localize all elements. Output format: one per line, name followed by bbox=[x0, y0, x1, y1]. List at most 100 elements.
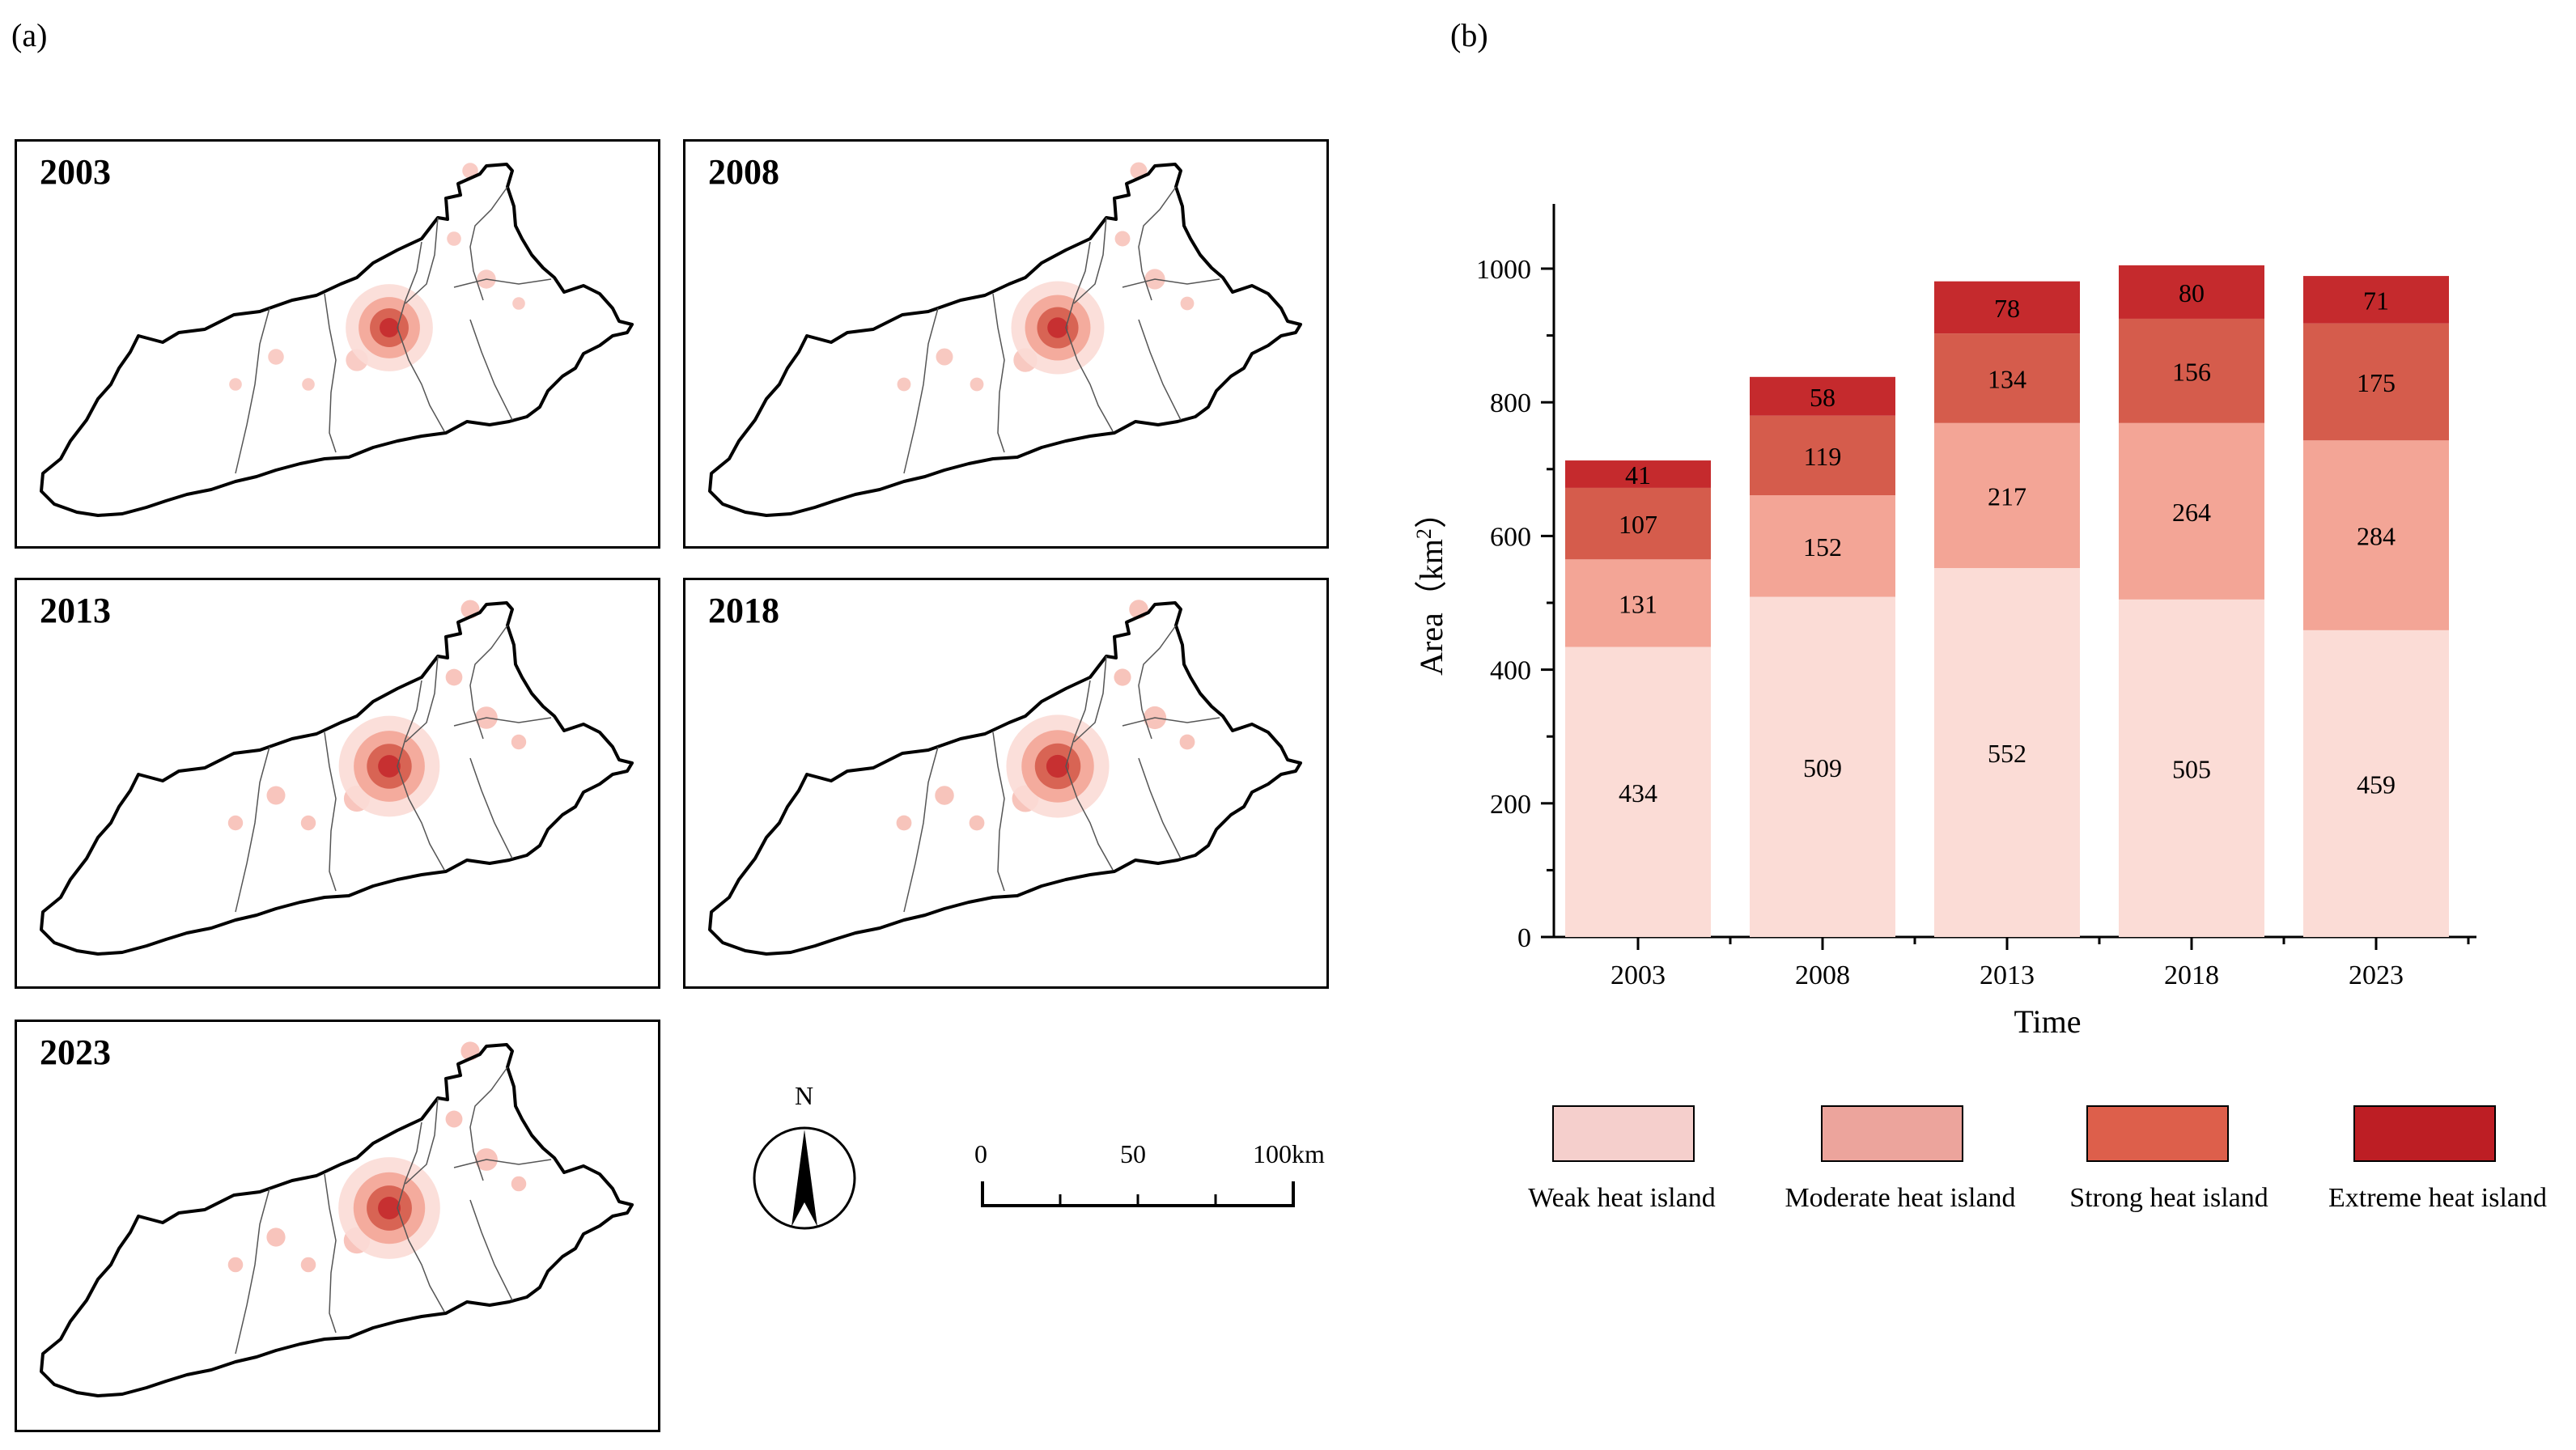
district-boundary bbox=[1138, 186, 1177, 301]
map-panel-2018: 2018 bbox=[683, 578, 1329, 989]
district-boundary bbox=[397, 680, 445, 871]
y-tick-label: 800 bbox=[1490, 388, 1531, 418]
district-boundary bbox=[235, 1188, 270, 1355]
bar-value-label: 58 bbox=[1810, 383, 1835, 412]
bar-segment bbox=[2119, 422, 2264, 600]
bar-value-label: 78 bbox=[1994, 294, 2020, 323]
x-tick-label: 2003 bbox=[1611, 960, 1666, 990]
bar-value-label: 459 bbox=[2357, 770, 2396, 799]
bar-value-label: 175 bbox=[2357, 368, 2396, 397]
bar-value-label: 152 bbox=[1803, 532, 1842, 562]
bar-segment bbox=[1750, 415, 1895, 496]
heat-spot bbox=[300, 815, 316, 831]
map-graphic bbox=[40, 600, 634, 956]
bar-value-label: 156 bbox=[2172, 357, 2211, 386]
stacked-bar-chart: 0 200 400 600 800 1000 Area（km2） 2003 434 131 107 4… bbox=[1412, 204, 2476, 1040]
x-tick-label: 2018 bbox=[2164, 960, 2219, 990]
map-graphic bbox=[40, 163, 634, 517]
heat-spot bbox=[1179, 734, 1195, 750]
bar-value-label: 217 bbox=[1988, 481, 2026, 511]
district-boundary bbox=[469, 757, 513, 859]
heat-spot bbox=[229, 378, 242, 391]
district-boundary bbox=[1065, 241, 1114, 432]
bar-segment bbox=[2303, 630, 2449, 937]
district-boundary bbox=[1122, 717, 1220, 727]
heat-spot bbox=[511, 734, 527, 750]
district-boundary bbox=[903, 307, 939, 474]
map-panel-2013: 2013 bbox=[15, 578, 660, 989]
heat-spot bbox=[462, 163, 478, 179]
bar-value-label: 505 bbox=[2172, 754, 2211, 783]
heat-spot bbox=[936, 348, 953, 366]
north-arrow-icon bbox=[753, 1126, 856, 1230]
district-boundary bbox=[397, 1121, 445, 1312]
bar-segment bbox=[1565, 559, 1711, 647]
map-graphic bbox=[708, 600, 1302, 956]
y-tick-label: 400 bbox=[1490, 656, 1531, 686]
district-boundary bbox=[235, 746, 270, 913]
bar-value-label: 107 bbox=[1619, 510, 1657, 539]
y-tick-label: 0 bbox=[1517, 923, 1531, 953]
map-graphic bbox=[40, 1041, 634, 1397]
region-outline bbox=[40, 1043, 634, 1397]
district-boundary bbox=[405, 1097, 439, 1185]
legend-swatch bbox=[2353, 1105, 2496, 1162]
heat-spot bbox=[1114, 668, 1131, 686]
y-tick-label: 1000 bbox=[1476, 255, 1531, 285]
heat-spot bbox=[970, 377, 984, 392]
north-arrow: N bbox=[749, 1081, 863, 1235]
scale-label-50: 50 bbox=[1120, 1139, 1146, 1168]
heat-spot bbox=[511, 1176, 527, 1192]
bar-segment bbox=[1934, 568, 2080, 937]
district-boundary bbox=[903, 746, 939, 913]
map-year-label: 2003 bbox=[40, 152, 111, 192]
scale-bar-graphic bbox=[981, 1181, 1295, 1207]
bar-value-label: 131 bbox=[1619, 589, 1657, 618]
legend-label: Strong heat island bbox=[2069, 1183, 2268, 1213]
map-panel-2003: 2003 bbox=[15, 139, 660, 549]
heat-spot bbox=[445, 1110, 463, 1128]
bar-value-label: 284 bbox=[2357, 522, 2396, 551]
legend-swatch bbox=[1552, 1105, 1695, 1162]
y-tick-label: 600 bbox=[1490, 522, 1531, 552]
heat-spot bbox=[447, 231, 461, 246]
district-boundary bbox=[405, 655, 439, 743]
legend-label: Moderate heat island bbox=[1785, 1183, 2016, 1213]
district-boundary bbox=[235, 307, 270, 474]
heat-spot bbox=[935, 786, 954, 805]
x-tick-label: 2013 bbox=[1980, 960, 2035, 990]
district-boundary bbox=[1138, 757, 1182, 859]
bar-value-label: 71 bbox=[2363, 286, 2389, 315]
region-outline bbox=[40, 601, 634, 956]
heat-spot bbox=[512, 297, 525, 310]
heat-spot bbox=[266, 786, 286, 805]
district-boundary bbox=[453, 1159, 552, 1168]
heat-spot bbox=[300, 1257, 316, 1273]
heat-core bbox=[378, 755, 401, 778]
heat-spot bbox=[1180, 296, 1195, 311]
heat-core bbox=[380, 318, 399, 337]
panel-a-label: (a) bbox=[11, 17, 48, 53]
bar-segment bbox=[1934, 422, 2080, 569]
map-panel-2023: 2023 bbox=[15, 1020, 660, 1432]
heat-spot bbox=[227, 1257, 244, 1273]
scale-label-0: 0 bbox=[974, 1139, 987, 1168]
district-boundary bbox=[324, 293, 337, 453]
north-label: N bbox=[795, 1081, 814, 1110]
heat-core bbox=[378, 1197, 401, 1219]
heat-spot bbox=[445, 668, 463, 686]
heat-spot bbox=[227, 815, 244, 831]
district-boundary bbox=[469, 186, 508, 301]
bar-segment bbox=[1934, 281, 2080, 334]
heat-spot bbox=[1114, 231, 1131, 247]
legend-swatch bbox=[1821, 1105, 1963, 1162]
heat-spot bbox=[266, 1227, 286, 1247]
legend-label: Weak heat island bbox=[1528, 1183, 1716, 1213]
district-boundary bbox=[469, 319, 513, 421]
heat-spot bbox=[969, 815, 985, 831]
bar-value-label: 509 bbox=[1803, 753, 1842, 782]
district-boundary bbox=[469, 625, 508, 740]
district-boundary bbox=[469, 1066, 508, 1181]
district-boundary bbox=[992, 731, 1005, 892]
district-boundary bbox=[324, 1173, 337, 1333]
